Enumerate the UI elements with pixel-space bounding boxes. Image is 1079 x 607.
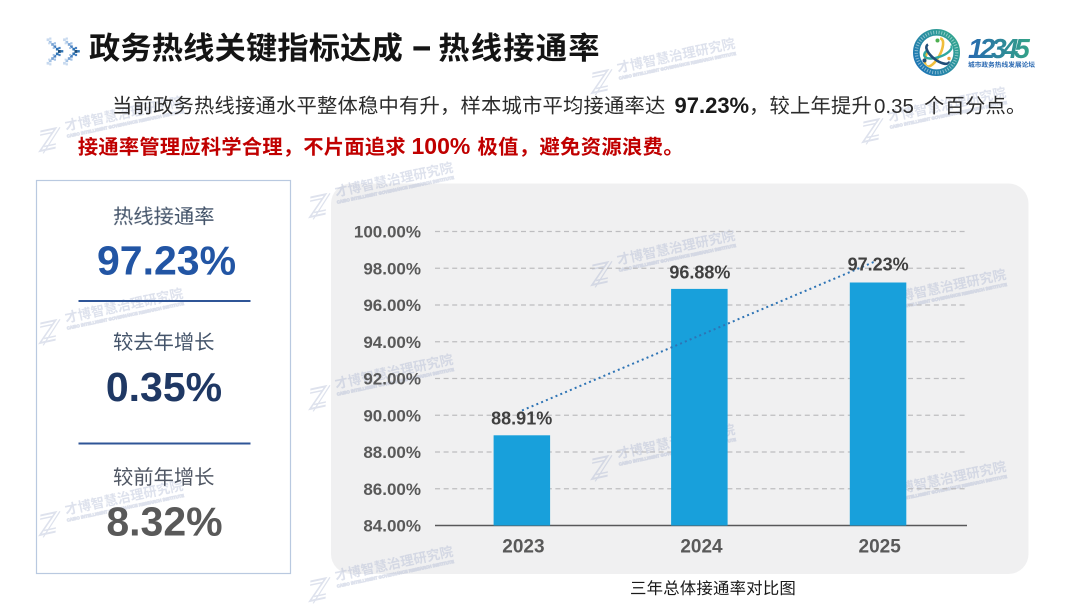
- svg-text:8.32%: 8.32%: [106, 498, 222, 544]
- svg-text:2024: 2024: [680, 536, 723, 557]
- svg-text:84.00%: 84.00%: [363, 517, 421, 536]
- svg-text:98.00%: 98.00%: [363, 259, 421, 278]
- svg-text:88.91%: 88.91%: [491, 409, 552, 429]
- svg-text:2025: 2025: [859, 536, 902, 557]
- svg-text:90.00%: 90.00%: [363, 406, 421, 425]
- svg-text:100%: 100%: [412, 133, 471, 159]
- svg-text:0.35: 0.35: [874, 95, 914, 118]
- svg-text:88.00%: 88.00%: [363, 443, 421, 462]
- svg-text:96.00%: 96.00%: [363, 296, 421, 315]
- svg-text:97.23%: 97.23%: [848, 255, 909, 275]
- svg-text:12345: 12345: [968, 33, 1030, 64]
- svg-text:100.00%: 100.00%: [354, 223, 421, 242]
- svg-text:0.35%: 0.35%: [106, 364, 222, 410]
- svg-text:97.23%: 97.23%: [97, 237, 236, 283]
- svg-text:92.00%: 92.00%: [363, 370, 421, 389]
- svg-text:2023: 2023: [502, 536, 544, 557]
- svg-text:94.00%: 94.00%: [363, 333, 421, 352]
- svg-text:86.00%: 86.00%: [363, 480, 421, 499]
- svg-text:96.88%: 96.88%: [669, 263, 730, 283]
- svg-text:97.23%: 97.23%: [675, 93, 750, 118]
